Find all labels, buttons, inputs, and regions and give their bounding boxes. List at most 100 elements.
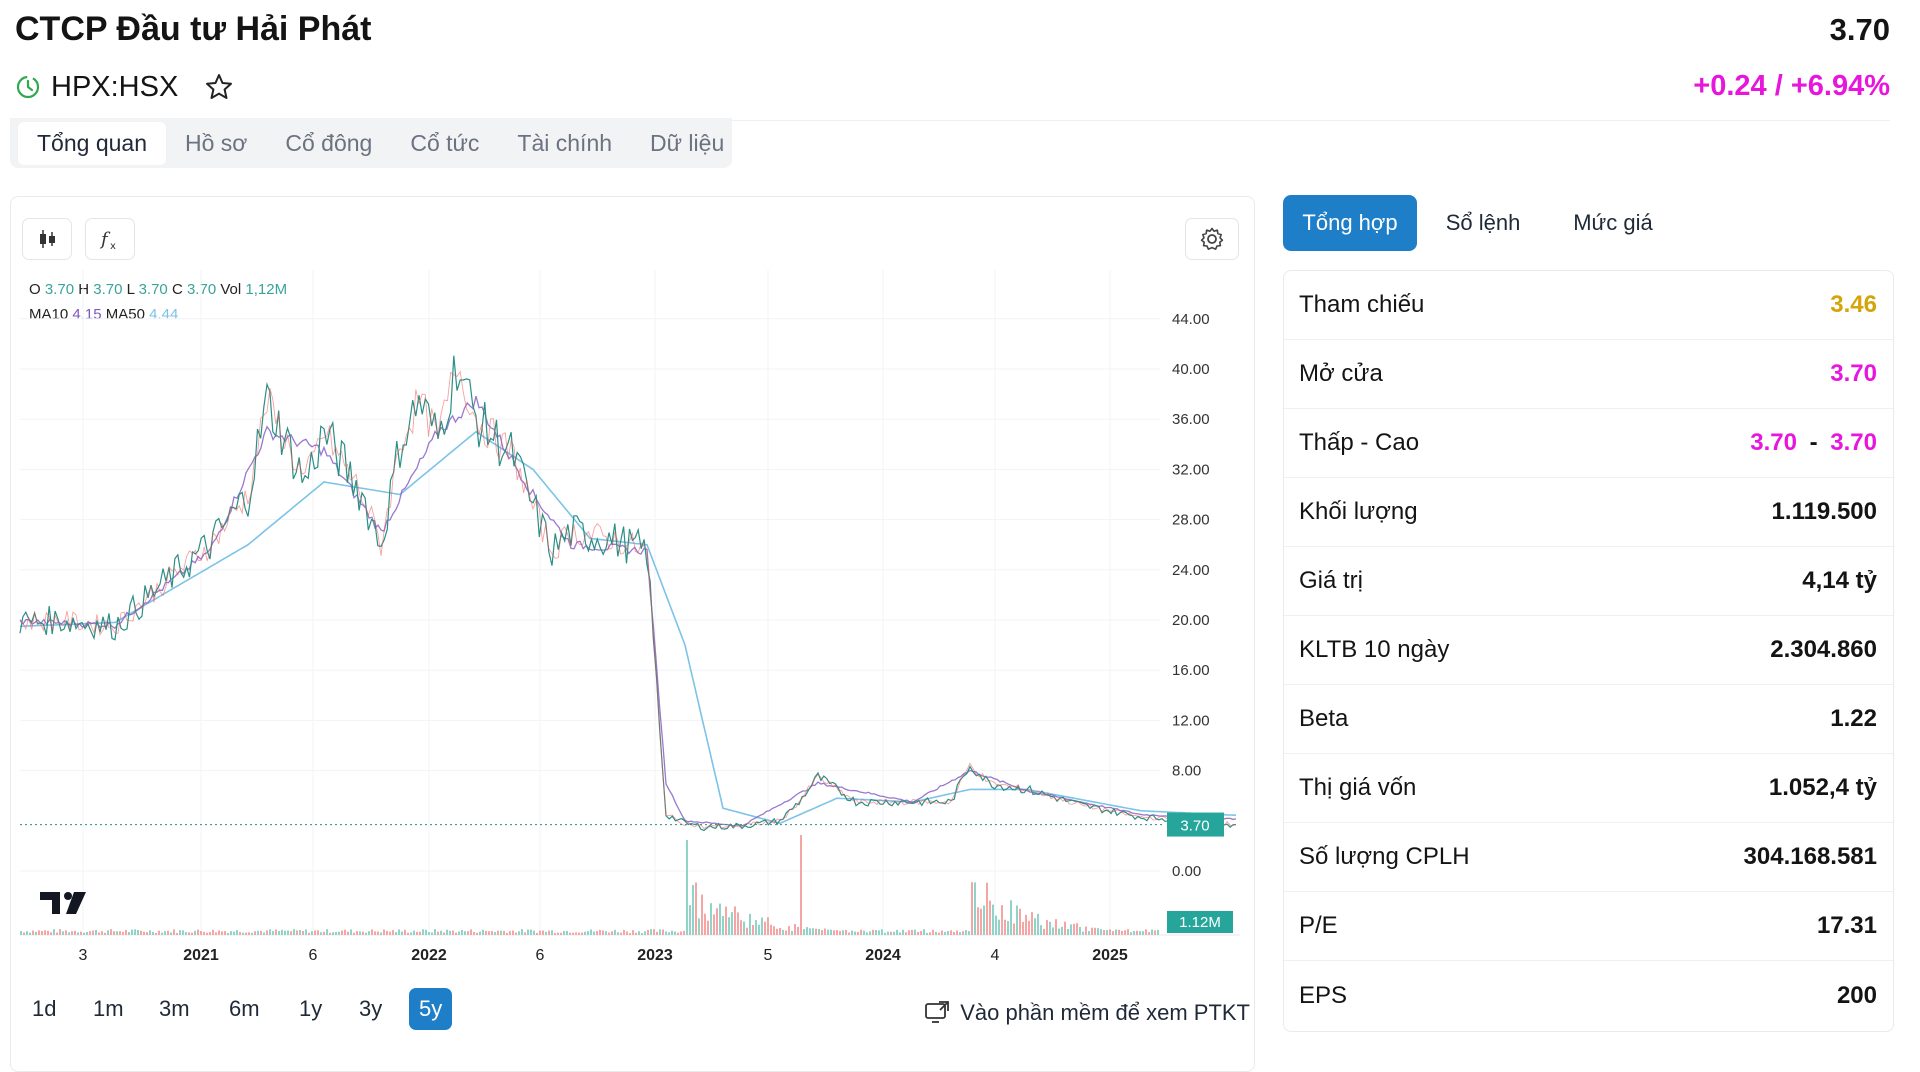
x-tick-label: 2025 [1092,947,1128,964]
volume-value: 1,12M [245,281,288,298]
volume-bar [92,930,94,935]
volume-bar [470,929,472,935]
stat-label: P/E [1299,912,1338,939]
candlestick-button[interactable] [22,218,72,260]
candlestick-icon [40,230,55,248]
volume-bar [1052,927,1054,935]
tab-overview[interactable]: Tổng quan [18,121,166,165]
volume-bar [194,930,196,935]
stat-label: EPS [1299,981,1348,1009]
volume-bar [857,931,859,935]
star-icon[interactable] [204,72,234,102]
tab-profile[interactable]: Hồ sơ [184,129,248,156]
volume-bar [722,916,724,935]
tab-dividends[interactable]: Cổ tức [410,129,480,156]
range-5y[interactable]: 5y [409,988,453,1030]
chart-settings-button[interactable] [1185,218,1239,260]
tab-financials[interactable]: Tài chính [517,129,613,156]
volume-bar [986,882,988,935]
volume-bar [326,929,328,935]
volume-bar [143,931,145,935]
stat-label: Mở cửa [1299,360,1383,387]
volume-bar [1046,920,1048,935]
volume-bar [365,932,367,935]
stat-row-open: Mở cửa 3.70 [1284,340,1893,409]
volume-bar [1079,927,1081,935]
volume-bar [710,903,712,935]
volume-bar [839,931,841,935]
volume-bar [830,929,832,935]
low-label: L [126,281,135,298]
company-name: CTCP Đầu tư Hải Phát [15,10,372,48]
range-1y[interactable]: 1y [299,996,323,1021]
volume-bar [257,930,259,935]
stat-label: Beta [1299,705,1349,732]
y-tick-label: 20.00 [1172,612,1210,629]
volume-bar [161,932,163,935]
volume-bar [287,930,289,935]
volume-bar [1049,921,1051,935]
volume-bar [443,932,445,935]
volume-bar [452,930,454,935]
main-tab-bar: Tổng quan Hồ sơ Cổ đông Cổ tức Tài chính… [10,118,732,168]
volume-bar [1109,929,1111,935]
stat-row-eps: EPS 200 [1284,961,1893,1030]
close-label: C [171,281,183,298]
volume-bar [1016,905,1018,935]
volume-bar [818,928,820,935]
volume-bar [398,929,400,935]
volume-bar [1076,923,1078,935]
volume-bar [497,930,499,935]
range-3m[interactable]: 3m [159,996,190,1021]
clock-icon [16,75,40,99]
volume-bar [158,930,160,935]
volume-bar [317,930,319,935]
stat-value: 17.31 [1816,912,1877,939]
range-1d[interactable]: 1d [32,996,57,1021]
volume-label: Vol [220,281,242,298]
volume-bar [596,931,598,935]
volume-bar [386,930,388,935]
tab-shareholders[interactable]: Cổ đông [285,129,373,156]
volume-bar [749,913,751,935]
high-label: H [78,281,90,298]
volume-bar [581,932,583,935]
x-tick-label: 6 [536,947,545,964]
tab-data[interactable]: Dữ liệu [650,129,725,156]
y-tick-label: 24.00 [1172,562,1210,579]
volume-bar [551,930,553,935]
indicator-button[interactable]: f x [85,218,135,260]
tab-price-levels[interactable]: Mức giá [1573,210,1653,235]
volume-bar [167,930,169,935]
range-1m[interactable]: 1m [93,996,124,1021]
volume-bar [281,929,283,935]
volume-bar [431,932,433,935]
ptkt-link[interactable]: Vào phần mềm để xem PTKT [924,1000,1250,1026]
volume-bar [371,929,373,935]
stat-row-pe: P/E 17.31 [1284,892,1893,961]
volume-bar [590,929,592,935]
volume-bar [203,931,205,935]
range-3y[interactable]: 3y [359,996,383,1021]
stat-value: 4,14 tỷ [1802,567,1877,594]
volume-bar [1136,930,1138,935]
volume-bar [293,929,295,935]
volume-bar [1133,931,1135,935]
price-chart[interactable]: 44.0040.0036.0032.0028.0024.0020.0016.00… [0,0,1260,990]
volume-bar [56,932,58,935]
volume-bar [641,932,643,935]
volume-bar [662,929,664,935]
volume-bar [791,930,793,935]
volume-bar [731,912,733,935]
volume-bar [827,929,829,935]
range-separator: - [1809,429,1818,456]
range-6m[interactable]: 6m [229,996,260,1021]
tab-summary[interactable]: Tổng hợp [1283,195,1417,251]
tab-order-book[interactable]: Sổ lệnh [1445,210,1521,235]
volume-bar [788,926,790,935]
stat-label: Thấp - Cao [1299,429,1420,456]
volume-bar [509,931,511,935]
volume-bar [1013,923,1015,935]
volume-bar [218,930,220,935]
volume-bar [29,932,31,935]
